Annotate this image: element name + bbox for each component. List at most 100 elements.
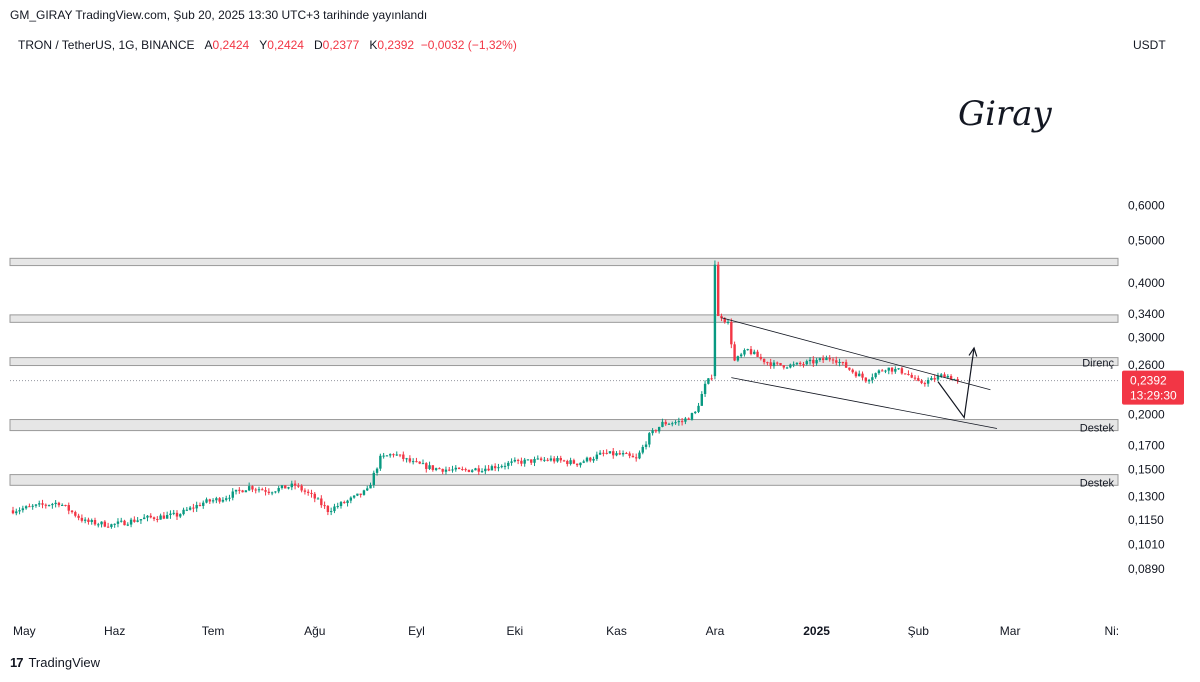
candle-body [441, 468, 444, 472]
candle-body [123, 520, 126, 526]
y-tick-label: 0,2600 [1128, 358, 1165, 372]
candle-body [677, 421, 681, 423]
candle-body [835, 360, 838, 363]
candle-body [411, 461, 415, 463]
candle-body [589, 457, 592, 461]
candle-body [179, 514, 182, 517]
candle-body [320, 498, 323, 506]
candle-body [923, 383, 927, 385]
low-label: D [313, 38, 323, 52]
y-tick-label: 0,1300 [1128, 490, 1165, 504]
candle-body [47, 505, 51, 507]
candle-body [379, 455, 382, 469]
candle-body [454, 467, 457, 470]
candle-body [864, 377, 867, 382]
candle-body [431, 465, 435, 470]
zone-label-3: Destek [1080, 423, 1115, 435]
candle-body [457, 467, 461, 470]
candle-body [687, 418, 690, 420]
candle-body [536, 458, 539, 460]
candle-body [759, 356, 763, 359]
currency-label[interactable]: USDT [1133, 38, 1166, 52]
candle-body [615, 453, 618, 456]
candle-body [644, 444, 648, 447]
candle-body [425, 463, 428, 469]
candle-body [871, 377, 874, 380]
candle-body [461, 469, 464, 471]
candle-body [858, 373, 861, 377]
candle-body [139, 519, 143, 521]
candle-body [562, 460, 566, 462]
candle-body [477, 468, 480, 472]
candle-body [953, 379, 956, 381]
candle-body [218, 498, 221, 502]
sr-zone-1 [9, 314, 1119, 323]
candle-body [956, 379, 959, 381]
candle-body [897, 368, 900, 370]
candle-body [221, 499, 225, 502]
candle-body [172, 512, 175, 514]
candle-body [44, 504, 47, 506]
candle-body [398, 454, 402, 456]
x-tick-label: Tem [202, 624, 225, 638]
candle-body [680, 421, 684, 423]
candle-body [900, 368, 904, 374]
candle-body [920, 380, 923, 384]
candle-body [307, 491, 310, 493]
candle-body [808, 359, 812, 362]
candle-body [323, 505, 326, 507]
publish-info: GM_GIRAY TradingView.com, Şub 20, 2025 1… [10, 8, 428, 22]
price-tag-countdown: 13:29:30 [1130, 389, 1177, 403]
candle-body [366, 488, 369, 491]
candle-body [654, 430, 658, 432]
open-value: 0,2424 [212, 38, 250, 52]
candle-body [238, 489, 241, 491]
candle-body [83, 519, 87, 521]
candle-body [57, 502, 61, 506]
brand-name: TradingView [28, 655, 101, 670]
candle-body [779, 362, 782, 366]
x-tick-label: May [13, 624, 36, 638]
candle-body [362, 490, 366, 495]
candle-body [867, 379, 871, 382]
candle-body [700, 394, 703, 406]
candle-body [208, 499, 211, 502]
candle-body [805, 361, 808, 365]
candle-body [608, 451, 612, 454]
footer-brand[interactable]: 17 TradingView [10, 655, 100, 670]
candle-body [694, 411, 697, 414]
candle-body [336, 506, 339, 508]
candle-body [566, 460, 569, 465]
candle-body [841, 361, 845, 363]
candle-body [402, 454, 405, 459]
candle-body [247, 486, 251, 491]
candle-body [28, 506, 31, 508]
candle-body [395, 454, 398, 456]
candle-body [438, 468, 441, 470]
candle-body [717, 264, 720, 317]
candle-body [444, 469, 448, 472]
y-tick-label: 0,1700 [1128, 439, 1165, 453]
candle-body [598, 452, 602, 455]
candle-body [244, 490, 248, 493]
candle-body [70, 510, 74, 513]
candle-body [697, 405, 700, 412]
candle-body [487, 468, 490, 471]
candle-body [64, 504, 67, 506]
candle-body [31, 505, 34, 507]
candle-body [526, 459, 530, 461]
candle-body [769, 362, 772, 367]
candle-body [815, 359, 818, 364]
candle-body [182, 509, 185, 515]
candle-body [913, 377, 917, 379]
candle-body [11, 510, 15, 514]
close-value: 0,2392 [377, 38, 415, 52]
candle-body [753, 351, 756, 355]
x-tick-label: Ağu [304, 624, 325, 638]
y-tick-label: 0,3000 [1128, 331, 1165, 345]
symbol-name[interactable]: TRON / TetherUS, 1G, BINANCE [18, 38, 195, 52]
candle-body [726, 321, 730, 323]
candle-body [503, 465, 507, 467]
candle-body [198, 504, 202, 506]
